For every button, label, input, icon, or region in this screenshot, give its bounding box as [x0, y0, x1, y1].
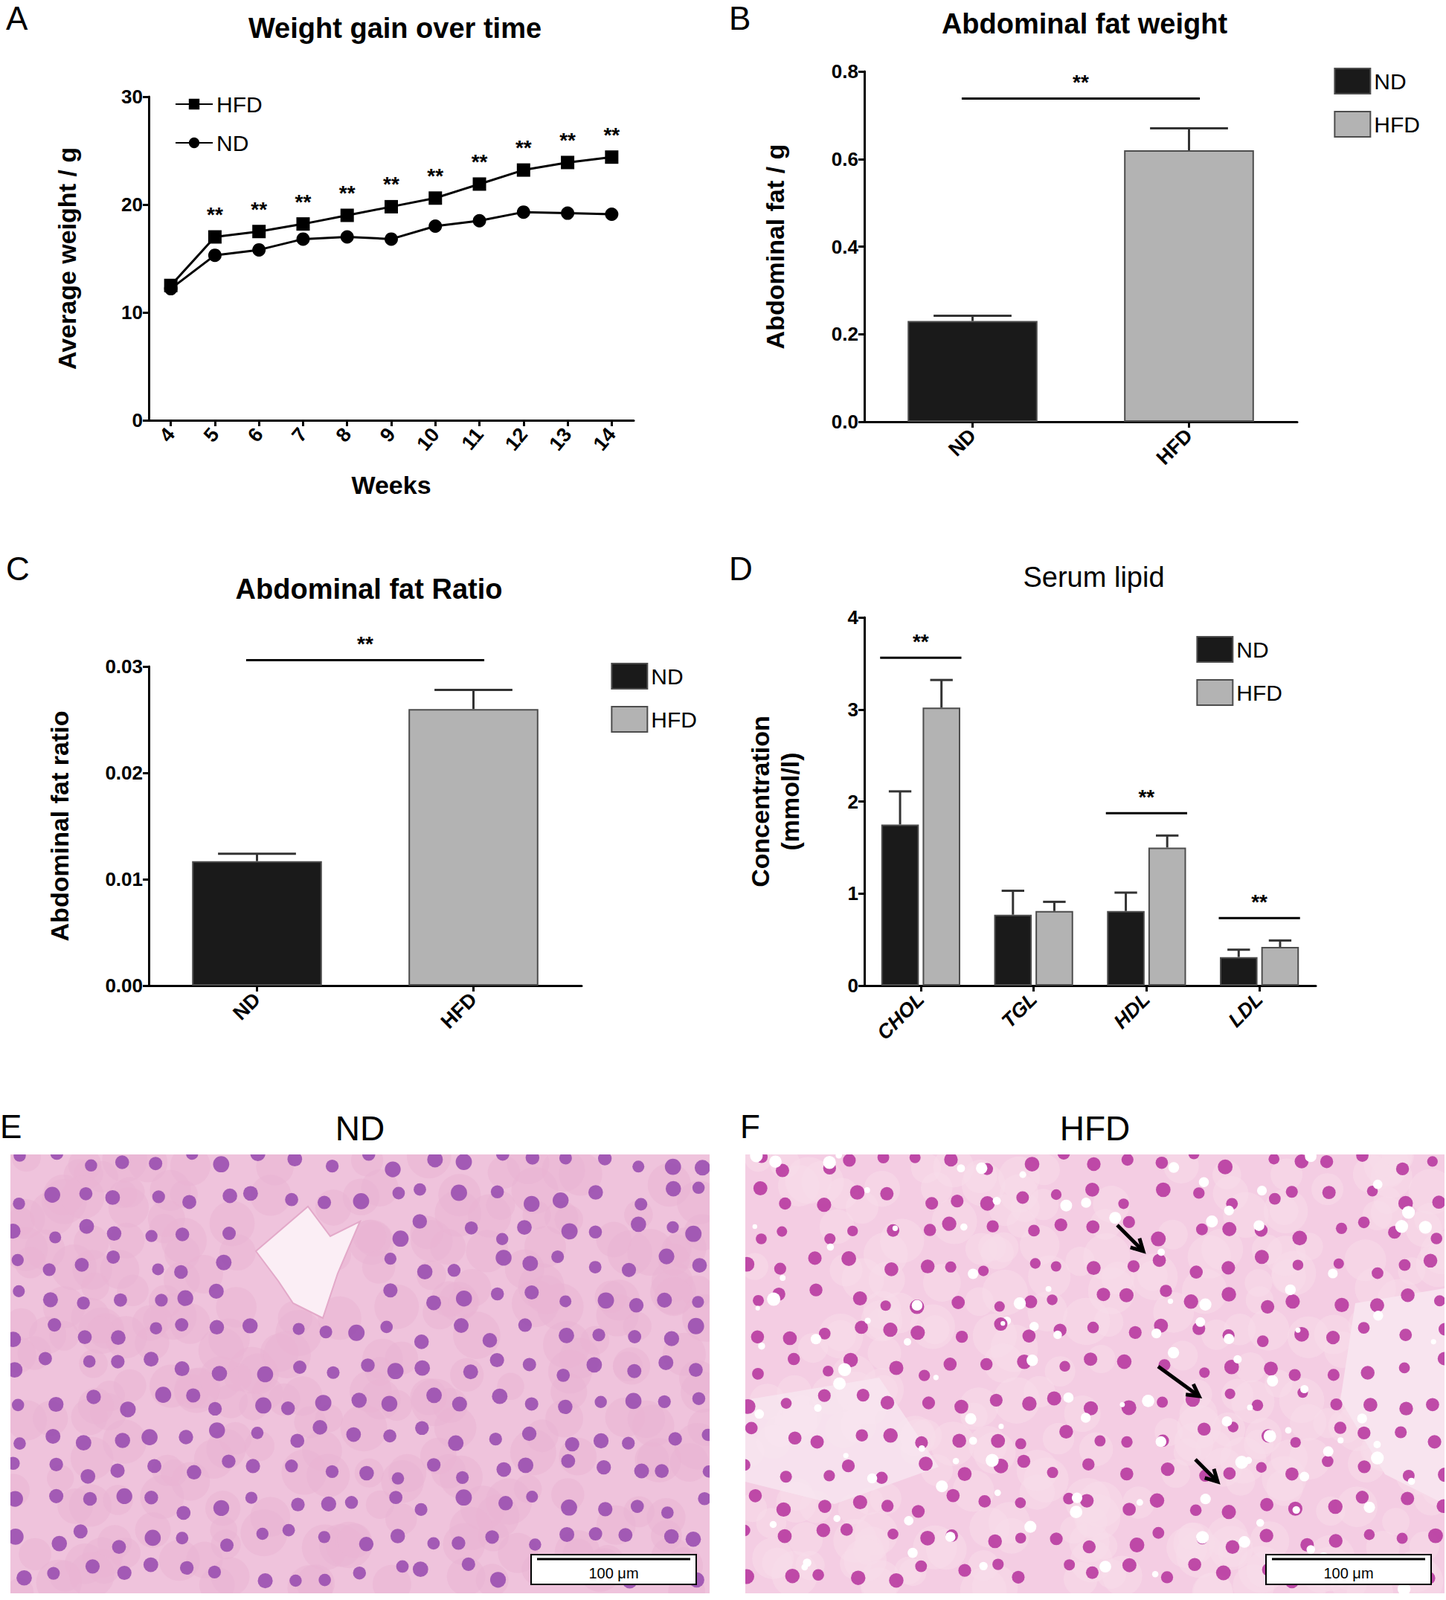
svg-text:CHOL: CHOL — [872, 987, 929, 1044]
svg-text:Abdominal fat ratio: Abdominal fat ratio — [45, 711, 74, 942]
svg-text:0.00: 0.00 — [104, 974, 143, 997]
svg-text:10: 10 — [121, 301, 143, 324]
svg-text:HFD: HFD — [1152, 423, 1197, 469]
svg-text:9: 9 — [375, 423, 401, 447]
svg-text:0.02: 0.02 — [104, 761, 143, 784]
svg-text:Concentration: Concentration — [746, 715, 775, 887]
svg-text:Weeks: Weeks — [351, 470, 431, 500]
html-text:ND: ND — [335, 1109, 385, 1148]
svg-text:0: 0 — [847, 974, 859, 997]
svg-text:**: ** — [426, 164, 444, 188]
svg-text:ND: ND — [1373, 69, 1406, 94]
svg-text:HFD: HFD — [1373, 112, 1420, 137]
svg-text:0.01: 0.01 — [104, 868, 143, 891]
svg-text:Abdominal fat Ratio: Abdominal fat Ratio — [235, 573, 503, 605]
svg-text:0.2: 0.2 — [831, 322, 859, 346]
svg-text:**: ** — [250, 197, 268, 221]
svg-text:3: 3 — [847, 698, 859, 721]
svg-text:**: ** — [357, 632, 374, 656]
svg-text:**: ** — [295, 190, 312, 214]
svg-text:HFD: HFD — [216, 92, 263, 117]
svg-text:5: 5 — [199, 423, 224, 447]
svg-text:2: 2 — [847, 790, 859, 814]
svg-text:20: 20 — [121, 193, 143, 216]
svg-text:0: 0 — [132, 409, 143, 432]
html-text:B: B — [728, 0, 751, 37]
svg-text:4: 4 — [154, 423, 180, 447]
svg-text:0.0: 0.0 — [831, 410, 859, 433]
svg-text:**: ** — [559, 128, 576, 152]
svg-text:7: 7 — [287, 423, 312, 447]
html-text:D: D — [728, 550, 753, 587]
svg-text:TGL: TGL — [997, 987, 1042, 1032]
svg-text:ND: ND — [1236, 637, 1269, 663]
svg-text:0.6: 0.6 — [831, 148, 859, 171]
svg-text:**: ** — [206, 203, 224, 227]
svg-text:100 μm: 100 μm — [1323, 1565, 1374, 1582]
svg-text:0.8: 0.8 — [831, 60, 859, 83]
svg-text:HDL: HDL — [1109, 987, 1155, 1033]
svg-text:**: ** — [383, 172, 400, 196]
svg-text:8: 8 — [331, 423, 357, 447]
svg-text:6: 6 — [243, 423, 268, 447]
svg-text:ND: ND — [650, 664, 683, 689]
svg-text:**: ** — [1251, 890, 1268, 914]
svg-text:10: 10 — [412, 423, 444, 455]
svg-text:**: ** — [1138, 785, 1155, 809]
html-text:F: F — [740, 1108, 761, 1145]
svg-text:12: 12 — [500, 423, 532, 455]
svg-text:**: ** — [1072, 70, 1089, 94]
svg-text:4: 4 — [847, 606, 860, 629]
svg-text:Weight gain over time: Weight gain over time — [248, 12, 542, 44]
svg-text:**: ** — [912, 630, 930, 654]
svg-text:Average weight / g: Average weight / g — [52, 147, 82, 370]
svg-text:ND: ND — [216, 130, 249, 156]
svg-text:11: 11 — [457, 423, 488, 454]
html-text:A: A — [5, 0, 28, 37]
html-text:C: C — [5, 550, 30, 587]
svg-text:HFD: HFD — [436, 987, 482, 1033]
svg-text:HFD: HFD — [650, 707, 697, 732]
svg-text:Abdominal fat / g: Abdominal fat / g — [760, 144, 790, 350]
svg-text:**: ** — [471, 150, 488, 174]
svg-text:30: 30 — [121, 85, 143, 108]
svg-text:HFD: HFD — [1236, 680, 1283, 706]
svg-text:LDL: LDL — [1223, 987, 1267, 1031]
svg-text:14: 14 — [589, 423, 621, 455]
svg-text:Abdominal fat weight: Abdominal fat weight — [941, 8, 1229, 40]
svg-text:0.03: 0.03 — [104, 655, 143, 678]
svg-text:Serum lipid: Serum lipid — [1022, 561, 1165, 593]
svg-text:**: ** — [339, 181, 356, 205]
html-text:HFD: HFD — [1059, 1109, 1131, 1148]
html-text:E: E — [0, 1108, 22, 1145]
svg-text:1: 1 — [847, 882, 859, 905]
svg-text:(mmol/l): (mmol/l) — [775, 752, 805, 851]
svg-text:ND: ND — [228, 987, 265, 1025]
svg-text:0.4: 0.4 — [831, 235, 860, 259]
svg-text:13: 13 — [544, 423, 576, 455]
svg-text:ND: ND — [943, 423, 981, 461]
svg-text:**: ** — [515, 136, 532, 160]
svg-text:100 μm: 100 μm — [588, 1565, 639, 1582]
svg-text:**: ** — [603, 123, 620, 147]
